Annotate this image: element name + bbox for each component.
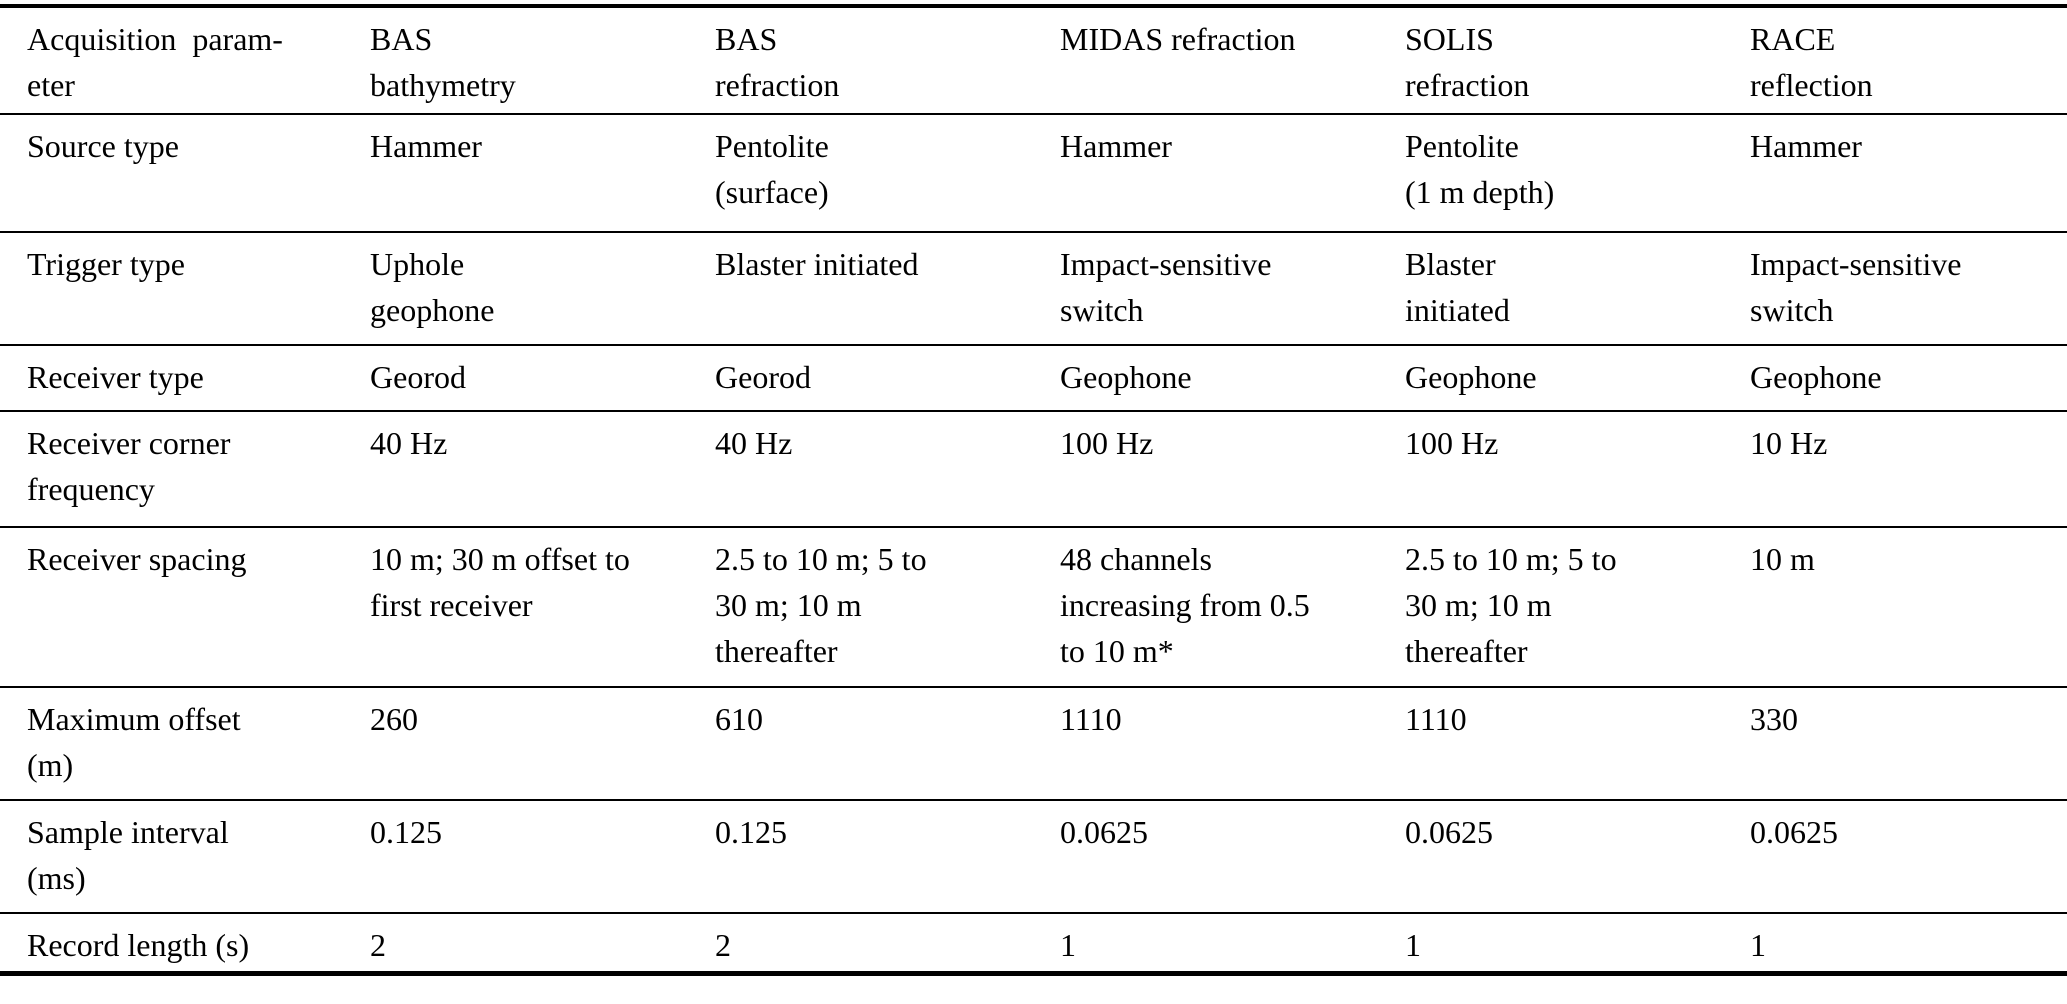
table-cell: 610 xyxy=(715,701,763,737)
table-cell: 1110 xyxy=(1060,701,1122,737)
col-header-acquisition-parameter: Acquisition param- eter xyxy=(27,21,283,103)
col-header-midas-refraction: MIDAS refraction xyxy=(1060,21,1296,57)
table-cell: Impact-sensitive switch xyxy=(1750,246,1962,328)
table-cell: 48 channels increasing from 0.5 to 10 m* xyxy=(1060,541,1310,669)
table-cell: 1110 xyxy=(1405,701,1467,737)
table-row-record-length: Record length (s) 2 2 1 1 1 xyxy=(0,913,2067,973)
table-cell: Geophone xyxy=(1750,359,1882,395)
table-cell: Blaster initiated xyxy=(715,246,919,282)
table-row-trigger-type: Trigger type Uphole geophone Blaster ini… xyxy=(0,232,2067,345)
row-header-trigger-type: Trigger type xyxy=(27,246,185,282)
table-cell: 10 m xyxy=(1750,541,1815,577)
table-cell: 1 xyxy=(1405,927,1421,963)
table-cell: 10 m; 30 m offset to first receiver xyxy=(370,541,630,623)
table-cell: 1 xyxy=(1060,927,1076,963)
table-cell: 40 Hz xyxy=(715,425,793,461)
col-header-race-reflection: RACE reflection xyxy=(1750,21,1873,103)
table-cell: Hammer xyxy=(370,128,482,164)
row-header-sample-interval: Sample interval (ms) xyxy=(27,814,229,896)
row-header-receiver-spacing: Receiver spacing xyxy=(27,541,247,577)
table-cell: Hammer xyxy=(1060,128,1172,164)
table-row-source-type: Source type Hammer Pentolite (surface) H… xyxy=(0,114,2067,232)
table-row-maximum-offset: Maximum offset (m) 260 610 1110 1110 330 xyxy=(0,687,2067,800)
table-cell: 2 xyxy=(370,927,386,963)
table-row-receiver-corner-frequency: Receiver corner frequency 40 Hz 40 Hz 10… xyxy=(0,411,2067,527)
col-header-solis-refraction: SOLIS refraction xyxy=(1405,21,1530,103)
table-cell: Hammer xyxy=(1750,128,1862,164)
table-cell: 1 xyxy=(1750,927,1766,963)
table-cell: 0.0625 xyxy=(1060,814,1148,850)
col-header-bas-refraction: BAS refraction xyxy=(715,21,840,103)
table-cell: Pentolite (1 m depth) xyxy=(1405,128,1555,210)
row-header-receiver-corner-frequency: Receiver corner frequency xyxy=(27,425,231,507)
table-cell: Georod xyxy=(715,359,811,395)
table-cell: 10 Hz xyxy=(1750,425,1828,461)
row-header-maximum-offset: Maximum offset (m) xyxy=(27,701,241,783)
table-cell: 2 xyxy=(715,927,731,963)
table-row-sample-interval: Sample interval (ms) 0.125 0.125 0.0625 … xyxy=(0,800,2067,913)
col-header-bas-bathymetry: BAS bathymetry xyxy=(370,21,516,103)
table-cell: 0.125 xyxy=(370,814,442,850)
table-cell: Georod xyxy=(370,359,466,395)
table-cell: Impact-sensitive switch xyxy=(1060,246,1272,328)
table-cell: 0.0625 xyxy=(1405,814,1493,850)
row-header-receiver-type: Receiver type xyxy=(27,359,204,395)
table-cell: 260 xyxy=(370,701,418,737)
table-cell: Uphole geophone xyxy=(370,246,495,328)
table-cell: Geophone xyxy=(1405,359,1537,395)
table-cell: Blaster initiated xyxy=(1405,246,1510,328)
table-cell: 40 Hz xyxy=(370,425,448,461)
table-cell: 100 Hz xyxy=(1405,425,1499,461)
table-cell: 0.125 xyxy=(715,814,787,850)
table-cell: 2.5 to 10 m; 5 to 30 m; 10 m thereafter xyxy=(715,541,927,669)
acquisition-parameters-table: Acquisition param- eter BAS bathymetry B… xyxy=(0,4,2067,976)
table-cell: 2.5 to 10 m; 5 to 30 m; 10 m thereafter xyxy=(1405,541,1617,669)
row-header-record-length: Record length (s) xyxy=(27,927,250,963)
table-row-receiver-spacing: Receiver spacing 10 m; 30 m offset to fi… xyxy=(0,527,2067,687)
table-cell: 100 Hz xyxy=(1060,425,1154,461)
table-cell: Pentolite (surface) xyxy=(715,128,829,210)
row-header-source-type: Source type xyxy=(27,128,179,164)
table-cell: 330 xyxy=(1750,701,1798,737)
table-cell: Geophone xyxy=(1060,359,1192,395)
table-header-row: Acquisition param- eter BAS bathymetry B… xyxy=(0,6,2067,114)
table-cell: 0.0625 xyxy=(1750,814,1838,850)
table-row-receiver-type: Receiver type Georod Georod Geophone Geo… xyxy=(0,345,2067,411)
